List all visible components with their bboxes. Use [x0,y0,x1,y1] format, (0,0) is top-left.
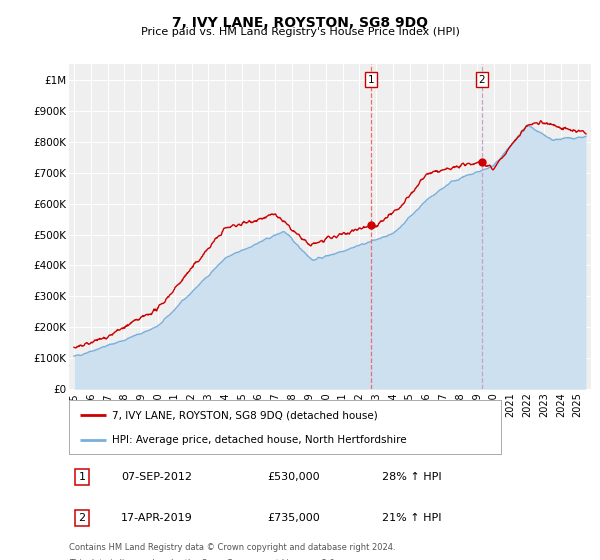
Text: 1: 1 [368,75,374,85]
Text: 2: 2 [79,512,86,522]
Text: 07-SEP-2012: 07-SEP-2012 [121,472,192,482]
Text: £530,000: £530,000 [268,472,320,482]
Text: HPI: Average price, detached house, North Hertfordshire: HPI: Average price, detached house, Nort… [112,435,407,445]
Text: 7, IVY LANE, ROYSTON, SG8 9DQ (detached house): 7, IVY LANE, ROYSTON, SG8 9DQ (detached … [112,410,378,421]
Text: 7, IVY LANE, ROYSTON, SG8 9DQ: 7, IVY LANE, ROYSTON, SG8 9DQ [172,16,428,30]
Text: Price paid vs. HM Land Registry's House Price Index (HPI): Price paid vs. HM Land Registry's House … [140,27,460,37]
Text: 2: 2 [478,75,485,85]
Text: £735,000: £735,000 [268,512,320,522]
Text: 1: 1 [79,472,86,482]
Text: This data is licensed under the Open Government Licence v3.0.: This data is licensed under the Open Gov… [69,559,337,560]
Text: 28% ↑ HPI: 28% ↑ HPI [382,472,442,482]
Text: 21% ↑ HPI: 21% ↑ HPI [382,512,442,522]
Text: Contains HM Land Registry data © Crown copyright and database right 2024.: Contains HM Land Registry data © Crown c… [69,543,395,552]
Text: 17-APR-2019: 17-APR-2019 [121,512,193,522]
